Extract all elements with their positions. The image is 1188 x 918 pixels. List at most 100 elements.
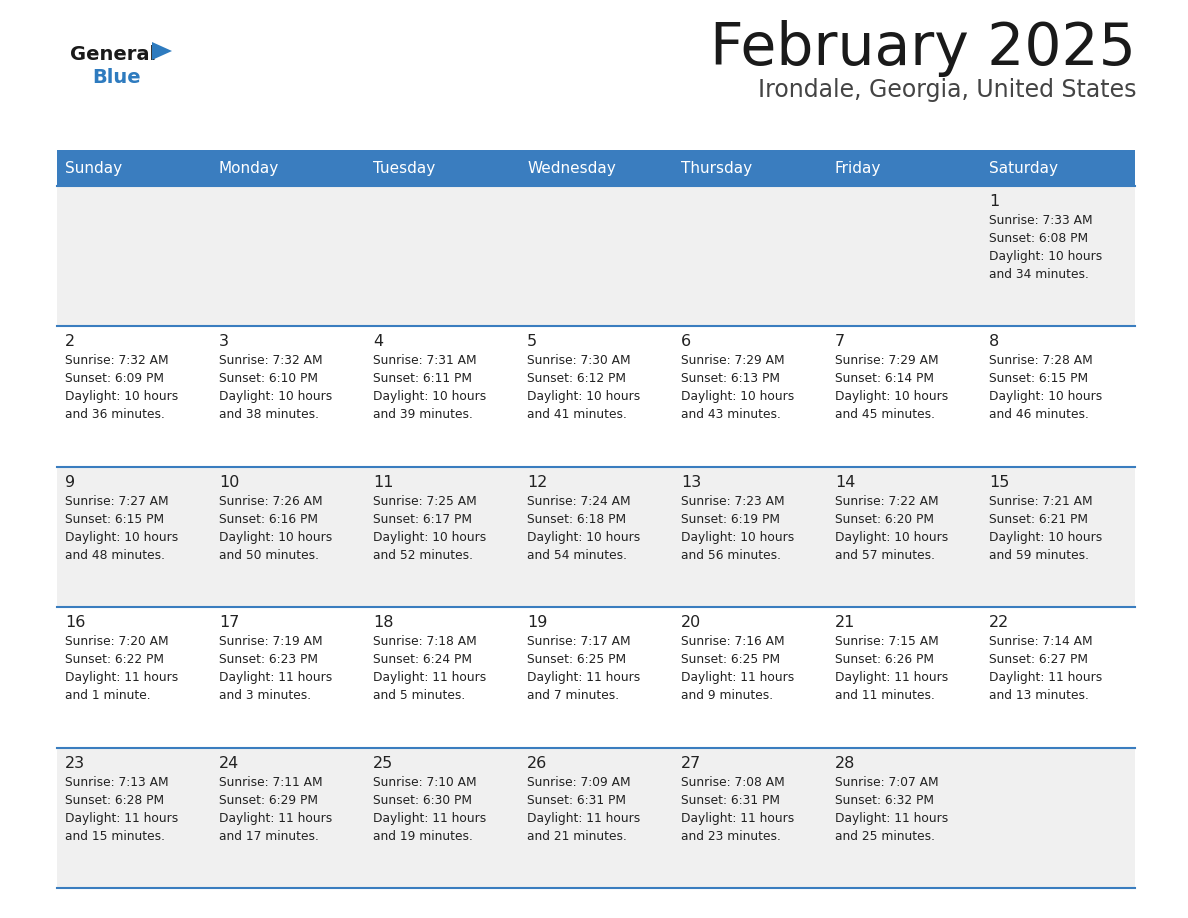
Bar [365,607,519,747]
Text: 17: 17 [219,615,239,630]
Text: Sunrise: 7:19 AM
Sunset: 6:23 PM
Daylight: 11 hours
and 3 minutes.: Sunrise: 7:19 AM Sunset: 6:23 PM Dayligh… [219,635,333,702]
Text: Sunrise: 7:18 AM
Sunset: 6:24 PM
Daylight: 11 hours
and 5 minutes.: Sunrise: 7:18 AM Sunset: 6:24 PM Dayligh… [373,635,486,702]
Bar [981,327,1135,466]
Bar [519,186,672,327]
Bar [57,607,211,747]
Text: Sunrise: 7:13 AM
Sunset: 6:28 PM
Daylight: 11 hours
and 15 minutes.: Sunrise: 7:13 AM Sunset: 6:28 PM Dayligh… [65,776,178,843]
Text: 26: 26 [527,756,548,770]
Bar [672,747,827,888]
Bar [672,607,827,747]
Bar [519,327,672,466]
Text: Sunrise: 7:29 AM
Sunset: 6:13 PM
Daylight: 10 hours
and 43 minutes.: Sunrise: 7:29 AM Sunset: 6:13 PM Dayligh… [681,354,795,421]
Bar [672,150,827,186]
Bar [211,607,365,747]
Bar [981,150,1135,186]
Text: 11: 11 [373,475,393,490]
Text: 1: 1 [988,194,999,209]
Text: 25: 25 [373,756,393,770]
Bar [827,150,981,186]
Bar [365,186,519,327]
Bar [827,607,981,747]
Text: Sunrise: 7:14 AM
Sunset: 6:27 PM
Daylight: 11 hours
and 13 minutes.: Sunrise: 7:14 AM Sunset: 6:27 PM Dayligh… [988,635,1102,702]
Text: 16: 16 [65,615,86,630]
Text: Sunrise: 7:23 AM
Sunset: 6:19 PM
Daylight: 10 hours
and 56 minutes.: Sunrise: 7:23 AM Sunset: 6:19 PM Dayligh… [681,495,795,562]
Text: 3: 3 [219,334,229,350]
Text: Sunrise: 7:21 AM
Sunset: 6:21 PM
Daylight: 10 hours
and 59 minutes.: Sunrise: 7:21 AM Sunset: 6:21 PM Dayligh… [988,495,1102,562]
Bar [519,466,672,607]
Text: Sunrise: 7:32 AM
Sunset: 6:09 PM
Daylight: 10 hours
and 36 minutes.: Sunrise: 7:32 AM Sunset: 6:09 PM Dayligh… [65,354,178,421]
Text: Sunrise: 7:15 AM
Sunset: 6:26 PM
Daylight: 11 hours
and 11 minutes.: Sunrise: 7:15 AM Sunset: 6:26 PM Dayligh… [835,635,948,702]
Bar [672,186,827,327]
Text: 5: 5 [527,334,537,350]
Text: 9: 9 [65,475,75,490]
Bar [672,466,827,607]
Bar [365,747,519,888]
Bar [981,466,1135,607]
Text: Saturday: Saturday [988,161,1059,175]
Bar [211,747,365,888]
Bar [672,327,827,466]
Text: Sunrise: 7:16 AM
Sunset: 6:25 PM
Daylight: 11 hours
and 9 minutes.: Sunrise: 7:16 AM Sunset: 6:25 PM Dayligh… [681,635,795,702]
Text: 10: 10 [219,475,239,490]
Text: 23: 23 [65,756,86,770]
Bar [57,186,211,327]
Text: Sunrise: 7:25 AM
Sunset: 6:17 PM
Daylight: 10 hours
and 52 minutes.: Sunrise: 7:25 AM Sunset: 6:17 PM Dayligh… [373,495,486,562]
Bar [57,747,211,888]
Bar [981,186,1135,327]
Text: 18: 18 [373,615,393,630]
Bar [365,327,519,466]
Text: Sunrise: 7:24 AM
Sunset: 6:18 PM
Daylight: 10 hours
and 54 minutes.: Sunrise: 7:24 AM Sunset: 6:18 PM Dayligh… [527,495,640,562]
Text: Blue: Blue [91,68,140,87]
Text: 24: 24 [219,756,239,770]
Text: Irondale, Georgia, United States: Irondale, Georgia, United States [758,78,1136,102]
Bar [211,466,365,607]
Text: 7: 7 [835,334,845,350]
Text: 8: 8 [988,334,999,350]
Text: Sunday: Sunday [65,161,122,175]
Text: Sunrise: 7:17 AM
Sunset: 6:25 PM
Daylight: 11 hours
and 7 minutes.: Sunrise: 7:17 AM Sunset: 6:25 PM Dayligh… [527,635,640,702]
Bar [519,150,672,186]
Text: Friday: Friday [835,161,881,175]
Text: Sunrise: 7:33 AM
Sunset: 6:08 PM
Daylight: 10 hours
and 34 minutes.: Sunrise: 7:33 AM Sunset: 6:08 PM Dayligh… [988,214,1102,281]
Polygon shape [152,42,172,60]
Text: 15: 15 [988,475,1010,490]
Text: Sunrise: 7:31 AM
Sunset: 6:11 PM
Daylight: 10 hours
and 39 minutes.: Sunrise: 7:31 AM Sunset: 6:11 PM Dayligh… [373,354,486,421]
Text: Sunrise: 7:08 AM
Sunset: 6:31 PM
Daylight: 11 hours
and 23 minutes.: Sunrise: 7:08 AM Sunset: 6:31 PM Dayligh… [681,776,795,843]
Text: Sunrise: 7:22 AM
Sunset: 6:20 PM
Daylight: 10 hours
and 57 minutes.: Sunrise: 7:22 AM Sunset: 6:20 PM Dayligh… [835,495,948,562]
Bar [365,150,519,186]
Bar [827,186,981,327]
Text: 13: 13 [681,475,701,490]
Text: 20: 20 [681,615,701,630]
Bar [827,466,981,607]
Text: 28: 28 [835,756,855,770]
Text: 19: 19 [527,615,548,630]
Text: 2: 2 [65,334,75,350]
Bar [827,747,981,888]
Text: 22: 22 [988,615,1010,630]
Text: 21: 21 [835,615,855,630]
Text: Thursday: Thursday [681,161,752,175]
Text: Sunrise: 7:09 AM
Sunset: 6:31 PM
Daylight: 11 hours
and 21 minutes.: Sunrise: 7:09 AM Sunset: 6:31 PM Dayligh… [527,776,640,843]
Text: Sunrise: 7:28 AM
Sunset: 6:15 PM
Daylight: 10 hours
and 46 minutes.: Sunrise: 7:28 AM Sunset: 6:15 PM Dayligh… [988,354,1102,421]
Text: February 2025: February 2025 [710,20,1136,77]
Text: Wednesday: Wednesday [527,161,615,175]
Text: Sunrise: 7:27 AM
Sunset: 6:15 PM
Daylight: 10 hours
and 48 minutes.: Sunrise: 7:27 AM Sunset: 6:15 PM Dayligh… [65,495,178,562]
Bar [57,150,211,186]
Text: General: General [70,45,156,64]
Bar [211,150,365,186]
Bar [981,747,1135,888]
Bar [519,747,672,888]
Text: Sunrise: 7:26 AM
Sunset: 6:16 PM
Daylight: 10 hours
and 50 minutes.: Sunrise: 7:26 AM Sunset: 6:16 PM Dayligh… [219,495,333,562]
Text: Monday: Monday [219,161,279,175]
Text: 12: 12 [527,475,548,490]
Bar [211,327,365,466]
Bar [57,466,211,607]
Text: Sunrise: 7:30 AM
Sunset: 6:12 PM
Daylight: 10 hours
and 41 minutes.: Sunrise: 7:30 AM Sunset: 6:12 PM Dayligh… [527,354,640,421]
Bar [211,186,365,327]
Text: Sunrise: 7:32 AM
Sunset: 6:10 PM
Daylight: 10 hours
and 38 minutes.: Sunrise: 7:32 AM Sunset: 6:10 PM Dayligh… [219,354,333,421]
Bar [57,327,211,466]
Text: Sunrise: 7:10 AM
Sunset: 6:30 PM
Daylight: 11 hours
and 19 minutes.: Sunrise: 7:10 AM Sunset: 6:30 PM Dayligh… [373,776,486,843]
Text: 14: 14 [835,475,855,490]
Text: 4: 4 [373,334,383,350]
Text: 27: 27 [681,756,701,770]
